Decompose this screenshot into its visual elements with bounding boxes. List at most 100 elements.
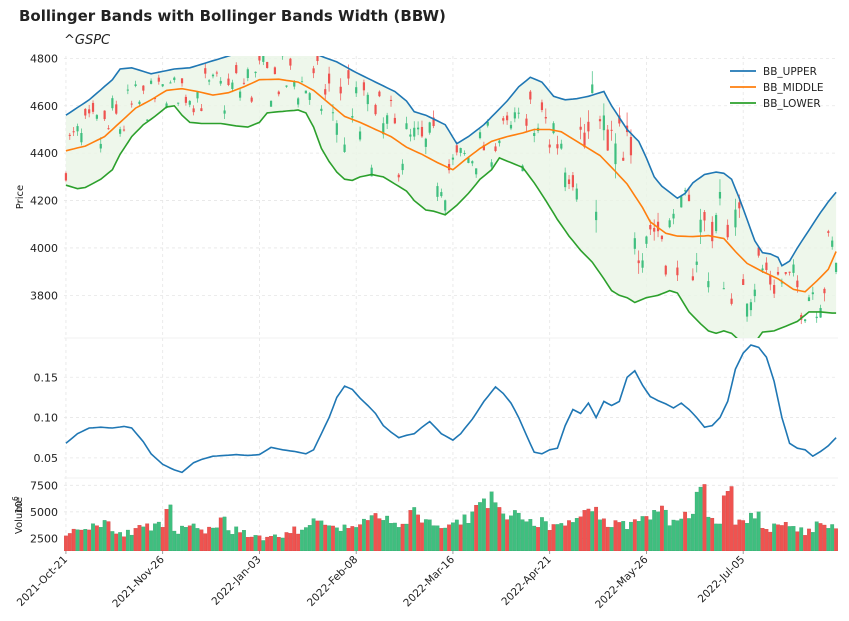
volume-bar [385, 515, 390, 551]
volume-bar [629, 521, 633, 551]
volume-bar [176, 533, 181, 551]
candle-body [598, 119, 602, 122]
volume-bar [187, 525, 192, 551]
volume-bar [621, 521, 626, 551]
volume-bar [478, 502, 482, 551]
volume-bar [462, 514, 467, 551]
volume-bar [110, 531, 115, 551]
candle-body [64, 173, 68, 181]
volume-bar [663, 509, 668, 551]
volume-bar [803, 535, 807, 551]
volume-bar [760, 528, 765, 551]
x-tick-label: 2022-Jul-05 [696, 554, 748, 606]
volume-bar [230, 533, 235, 551]
volume-bar [567, 520, 571, 551]
volume-bar [214, 527, 219, 551]
candle-body [250, 97, 253, 102]
candle-body [417, 127, 420, 130]
volume-bar [67, 533, 72, 551]
candle-body [165, 103, 168, 108]
bbw-tick-label: 0.05 [34, 452, 59, 465]
candle-body [238, 91, 242, 98]
volume-bar [195, 528, 200, 551]
volume-bar [245, 537, 250, 551]
candle-body [540, 102, 544, 111]
candle-body [815, 316, 818, 319]
candle-body [211, 74, 215, 77]
candle-body [587, 121, 590, 132]
candle-body [455, 145, 458, 153]
volume-bar [311, 518, 316, 551]
volume-bar [501, 513, 506, 551]
candle-body [734, 209, 737, 228]
volume-bar [702, 484, 707, 551]
volume-bar [482, 498, 486, 551]
candle-body [285, 85, 288, 87]
candle-body [726, 224, 729, 238]
candle-body [188, 100, 191, 105]
candle-body [738, 202, 741, 209]
volume-bar [772, 523, 777, 551]
candle-body [413, 127, 416, 137]
volume-bar [768, 531, 773, 551]
volume-bar [338, 530, 343, 551]
volume-bar [114, 533, 119, 551]
x-tick-label: 2022-Jan-03 [210, 554, 264, 608]
candle-body [776, 271, 780, 275]
candle-body [432, 117, 435, 127]
volume-bar [207, 526, 212, 551]
candle-body [811, 292, 814, 295]
volume-bar [284, 532, 289, 551]
candle-body [149, 80, 153, 84]
bbw-tick-label: 0.15 [34, 371, 59, 384]
volume-bar [652, 510, 657, 551]
candle-body [672, 213, 675, 219]
candle-body [618, 115, 621, 124]
volume-bar [454, 519, 459, 551]
volume-bar [141, 526, 146, 551]
candle-body [614, 143, 617, 165]
volume-bar [524, 521, 529, 551]
volume-bar [180, 525, 184, 551]
volume-bar [710, 517, 715, 551]
volume-bar [582, 510, 587, 551]
volume-bar [323, 524, 328, 551]
candle-body [246, 69, 249, 79]
candle-body [780, 282, 783, 284]
candle-body [355, 87, 358, 94]
candle-body [637, 260, 640, 264]
volume-bar [226, 530, 231, 551]
candle-body [552, 123, 555, 134]
volume-bar [273, 534, 277, 551]
volume-bar [122, 536, 126, 551]
x-tick-label: 2022-Apr-21 [499, 554, 553, 608]
candle-body [687, 194, 691, 202]
volume-bar [211, 527, 215, 551]
candle-body [699, 219, 702, 233]
candle-body [76, 126, 79, 132]
volume-bar [160, 527, 165, 551]
candle-body [339, 86, 342, 94]
bb-middle-line [65, 78, 837, 293]
candle-body [308, 93, 311, 100]
candle-body [695, 261, 698, 265]
volume-tick-label: 5000 [30, 506, 58, 519]
volume-bar [586, 508, 591, 551]
volume-bar [269, 536, 273, 551]
volume-bar [431, 525, 436, 551]
candle-body [804, 319, 807, 322]
volume-tick-label: 2500 [30, 532, 58, 545]
volume-bar [95, 525, 99, 551]
volume-bar [242, 530, 246, 551]
volume-bar [218, 517, 223, 551]
volume-bar [551, 524, 556, 551]
candle-body [440, 192, 443, 197]
chart-title: Bollinger Bands with Bollinger Bands Wid… [19, 7, 446, 25]
volume-bar [830, 524, 835, 551]
volume-bar [408, 510, 413, 551]
candle-body [386, 115, 389, 124]
volume-bar [783, 522, 788, 551]
volume-bar [249, 536, 254, 551]
candle-body [730, 298, 733, 304]
volume-bar [280, 537, 285, 551]
